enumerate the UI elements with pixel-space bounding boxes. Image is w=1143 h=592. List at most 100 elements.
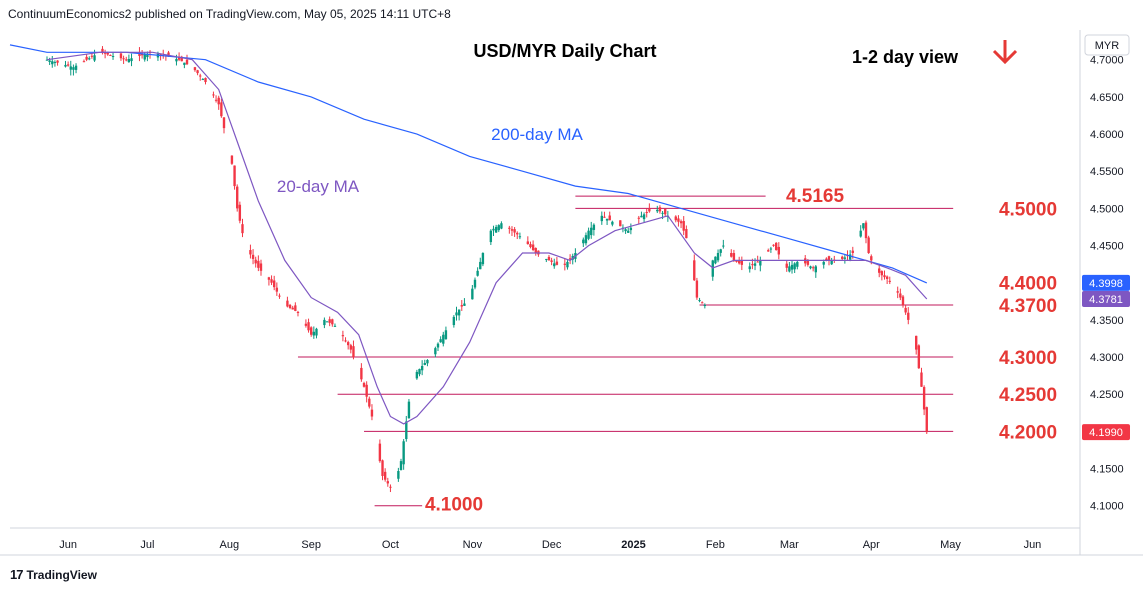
candle-body xyxy=(328,319,331,323)
x-tick-label: Jun xyxy=(59,539,77,551)
right-level-label: 4.3000 xyxy=(999,348,1057,369)
candle-body xyxy=(85,56,88,60)
candle-body xyxy=(270,279,273,283)
candle-body xyxy=(423,362,426,365)
candle-body xyxy=(547,256,551,261)
x-tick-label: 2025 xyxy=(621,539,645,551)
candle-body xyxy=(920,372,923,387)
candle-body xyxy=(365,384,368,397)
y-tick-label: 4.5500 xyxy=(1090,166,1124,178)
candle-body xyxy=(896,291,899,293)
candle-body xyxy=(862,223,865,229)
candle-body xyxy=(516,232,519,235)
candle-body xyxy=(214,99,218,101)
candle-body xyxy=(360,367,363,380)
candle-body xyxy=(267,277,271,280)
candle-body xyxy=(109,54,112,56)
candle-body xyxy=(88,58,91,60)
candle-body xyxy=(730,252,733,257)
candle-body xyxy=(278,295,281,297)
candle-body xyxy=(603,216,606,218)
candle-body xyxy=(341,335,345,337)
candle-body xyxy=(809,266,812,269)
arrow-down-icon xyxy=(992,40,1018,65)
candle-body xyxy=(481,252,485,265)
candle-body xyxy=(323,319,326,326)
candle-body xyxy=(711,260,714,277)
candle-body xyxy=(582,239,585,244)
candle-body xyxy=(563,263,567,265)
candle-body xyxy=(500,223,503,229)
candle-body xyxy=(48,60,51,63)
brand-name: TradingView xyxy=(26,567,97,582)
candle-body xyxy=(841,256,844,259)
candle-body xyxy=(627,230,630,233)
candle-body xyxy=(867,237,870,253)
candle-body xyxy=(439,339,442,343)
candle-body xyxy=(714,256,717,264)
candle-body xyxy=(288,304,292,308)
x-tick-label: Feb xyxy=(706,539,725,551)
candle-body xyxy=(51,61,54,65)
candle-body xyxy=(291,307,294,310)
candle-body xyxy=(471,288,474,300)
candle-body xyxy=(442,334,445,344)
candle-body xyxy=(489,230,493,243)
candle-body xyxy=(851,250,854,253)
candle-body xyxy=(685,229,688,239)
candle-body xyxy=(566,261,569,268)
candle-body xyxy=(444,330,448,340)
y-tick-label: 4.1000 xyxy=(1090,501,1124,513)
candle-body xyxy=(138,52,141,57)
candle-body xyxy=(352,346,355,358)
candle-body xyxy=(217,97,220,105)
candle-body xyxy=(880,271,884,276)
tradingview-logo[interactable]: 17 TradingView xyxy=(10,567,97,582)
x-tick-label: Dec xyxy=(542,539,562,551)
y-tick-label: 4.2500 xyxy=(1090,389,1124,401)
candle-body xyxy=(629,227,633,231)
candle-body xyxy=(608,215,611,221)
right-level-label: 4.2000 xyxy=(999,422,1057,443)
candle-body xyxy=(545,258,548,260)
candle-body xyxy=(399,461,403,471)
candle-body xyxy=(679,221,683,224)
candle-body xyxy=(72,67,75,70)
candle-body xyxy=(922,387,926,410)
candle-body xyxy=(420,365,424,371)
candle-body xyxy=(349,345,353,350)
candle-body xyxy=(90,55,94,57)
candle-body xyxy=(497,225,500,231)
candle-body xyxy=(66,64,70,66)
candle-body xyxy=(870,256,873,261)
candle-body xyxy=(611,221,614,225)
candle-body xyxy=(259,263,263,271)
candle-body xyxy=(637,217,640,219)
candle-body xyxy=(275,287,279,292)
candle-body xyxy=(273,280,276,288)
candle-body xyxy=(159,54,162,56)
candle-body xyxy=(473,279,477,288)
candle-body xyxy=(737,260,741,264)
candle-body xyxy=(864,222,868,239)
candle-body xyxy=(452,316,456,326)
candle-body xyxy=(843,257,847,259)
candle-body xyxy=(64,64,67,67)
y-tick-label: 4.6000 xyxy=(1090,129,1124,141)
candle-body xyxy=(407,401,411,419)
candle-body xyxy=(257,260,260,268)
currency-label: MYR xyxy=(1095,40,1120,52)
y-tick-label: 4.5000 xyxy=(1090,203,1124,215)
candle-body xyxy=(119,53,123,59)
candle-body xyxy=(529,244,532,248)
candle-body xyxy=(140,53,144,56)
candle-body xyxy=(82,61,86,63)
x-tick-label: Aug xyxy=(219,539,239,551)
candle-body xyxy=(130,58,133,62)
candle-body xyxy=(759,260,762,266)
candle-body xyxy=(674,216,677,221)
candle-body xyxy=(592,224,596,230)
x-tick-label: Jun xyxy=(1024,539,1042,551)
candle-body xyxy=(513,229,516,233)
